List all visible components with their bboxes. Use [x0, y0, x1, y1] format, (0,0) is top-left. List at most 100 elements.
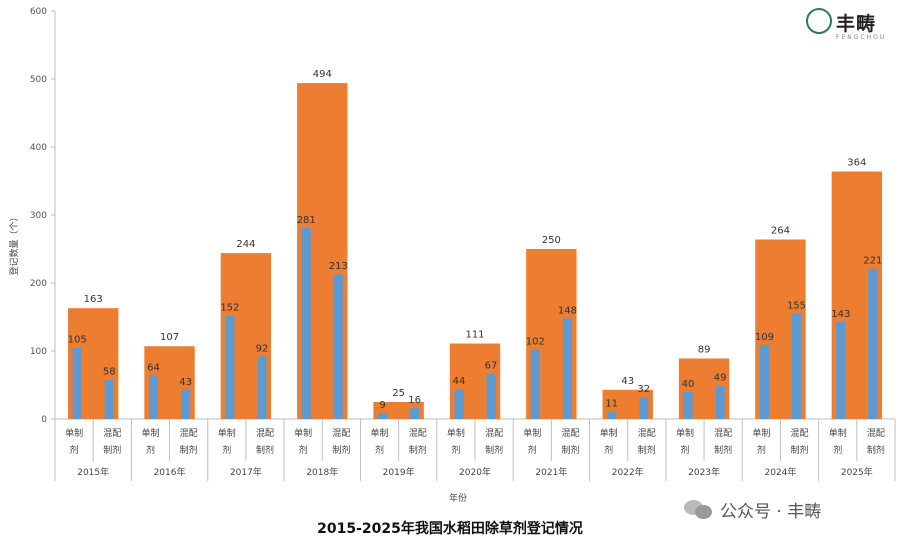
bar-mix [639, 397, 649, 419]
bar-mix [410, 408, 420, 419]
wechat-watermark: 公众号 · 丰畴 [684, 496, 821, 522]
subcategory-label: 剂 [604, 444, 613, 456]
data-label-total: 244 [236, 239, 255, 250]
bar-single [301, 227, 311, 419]
subcategory-label: 制剂 [714, 444, 732, 456]
bar-mix [715, 385, 725, 419]
subcategory-label: 混配 [791, 428, 809, 439]
data-label-mix: 221 [863, 256, 882, 267]
x-tick-label: 2021年 [535, 466, 567, 478]
subcategory-label: 剂 [680, 444, 689, 456]
x-tick-label: 2024年 [765, 466, 797, 478]
data-label-single: 281 [297, 215, 316, 226]
x-axis-label: 年份 [449, 492, 467, 504]
subcategory-label: 剂 [451, 444, 460, 456]
fengchou-logo-icon [806, 8, 832, 34]
subcategory-label: 制剂 [332, 444, 350, 456]
x-tick-label: 2020年 [459, 466, 491, 478]
subcategory-label: 制剂 [256, 444, 274, 456]
subcategory-label: 单制 [752, 427, 770, 439]
x-tick-label: 2025年 [841, 466, 873, 478]
subcategory-label: 制剂 [180, 444, 198, 456]
subcategory-label: 混配 [180, 428, 198, 439]
subcategory-label: 混配 [256, 428, 274, 439]
y-tick-label: 300 [30, 211, 47, 221]
data-label-total: 163 [84, 294, 103, 305]
bar-mix [562, 318, 572, 419]
subcategory-label: 剂 [833, 444, 842, 456]
data-label-single: 44 [453, 376, 466, 387]
y-tick-label: 0 [41, 415, 47, 425]
subcategory-label: 制剂 [791, 444, 809, 456]
data-label-mix: 16 [408, 395, 421, 406]
data-label-single: 64 [147, 362, 160, 373]
subcategory-label: 制剂 [485, 444, 503, 456]
subcategory-label: 单制 [829, 427, 847, 439]
bar-single [759, 344, 769, 419]
data-label-mix: 92 [256, 343, 269, 354]
data-label-single: 40 [682, 379, 695, 390]
watermark-text: 公众号 · 丰畴 [720, 501, 822, 522]
data-label-total: 89 [698, 344, 711, 355]
bar-single [72, 347, 82, 419]
brand-logo: 丰畴 FENGCHOU [806, 8, 894, 42]
data-label-mix: 213 [329, 261, 348, 272]
data-label-total: 264 [771, 225, 790, 236]
data-label-total: 107 [160, 332, 179, 343]
brand-subtitle: FENGCHOU [836, 34, 887, 41]
data-label-total: 43 [621, 376, 634, 387]
subcategory-label: 单制 [294, 427, 312, 439]
subcategory-label: 单制 [523, 427, 541, 439]
x-tick-label: 2016年 [154, 466, 186, 478]
x-tick-label: 2022年 [612, 466, 644, 478]
subcategory-label: 单制 [600, 427, 618, 439]
subcategory-label: 剂 [757, 444, 766, 456]
y-tick-label: 600 [30, 7, 47, 17]
y-tick-label: 100 [30, 347, 47, 357]
chart-title: 2015-2025年我国水稻田除草剂登记情况 [317, 521, 583, 537]
data-label-total: 364 [847, 157, 866, 168]
data-label-mix: 49 [714, 373, 727, 384]
bar-single [607, 411, 617, 419]
subcategory-label: 剂 [146, 444, 155, 456]
bar-mix [181, 389, 191, 419]
subcategory-label: 单制 [371, 427, 389, 439]
data-label-single: 9 [379, 400, 385, 411]
subcategory-label: 剂 [375, 444, 384, 456]
subcategory-label: 单制 [65, 427, 83, 439]
wechat-icon [684, 498, 714, 520]
data-label-single: 109 [755, 332, 774, 343]
subcategory-label: 剂 [528, 444, 537, 456]
subcategory-label: 剂 [299, 444, 308, 456]
subcategory-label: 混配 [332, 428, 350, 439]
data-label-single: 11 [605, 399, 618, 410]
bar-mix [104, 379, 114, 419]
data-label-mix: 32 [637, 384, 650, 395]
x-tick-label: 2017年 [230, 466, 262, 478]
subcategory-label: 混配 [867, 428, 885, 439]
subcategory-label: 制剂 [103, 444, 121, 456]
y-tick-label: 400 [30, 143, 47, 153]
bar-single [378, 412, 388, 419]
data-label-total: 25 [392, 388, 405, 399]
subcategory-label: 混配 [103, 428, 121, 439]
subcategory-label: 单制 [447, 427, 465, 439]
bar-mix [791, 313, 801, 419]
subcategory-label: 混配 [638, 428, 656, 439]
bar-single [683, 391, 693, 419]
data-label-single: 105 [68, 335, 87, 346]
bar-single [149, 375, 159, 419]
subcategory-label: 混配 [485, 428, 503, 439]
data-label-mix: 58 [103, 367, 116, 378]
subcategory-label: 单制 [676, 427, 694, 439]
x-tick-label: 2023年 [688, 466, 720, 478]
bar-mix [868, 268, 878, 419]
data-label-mix: 148 [558, 305, 577, 316]
bar-single [836, 321, 846, 419]
data-label-single: 102 [526, 337, 545, 348]
subcategory-label: 混配 [409, 428, 427, 439]
subcategory-label: 制剂 [409, 444, 427, 456]
x-tick-label: 2015年 [77, 466, 109, 478]
subcategory-label: 单制 [141, 427, 159, 439]
